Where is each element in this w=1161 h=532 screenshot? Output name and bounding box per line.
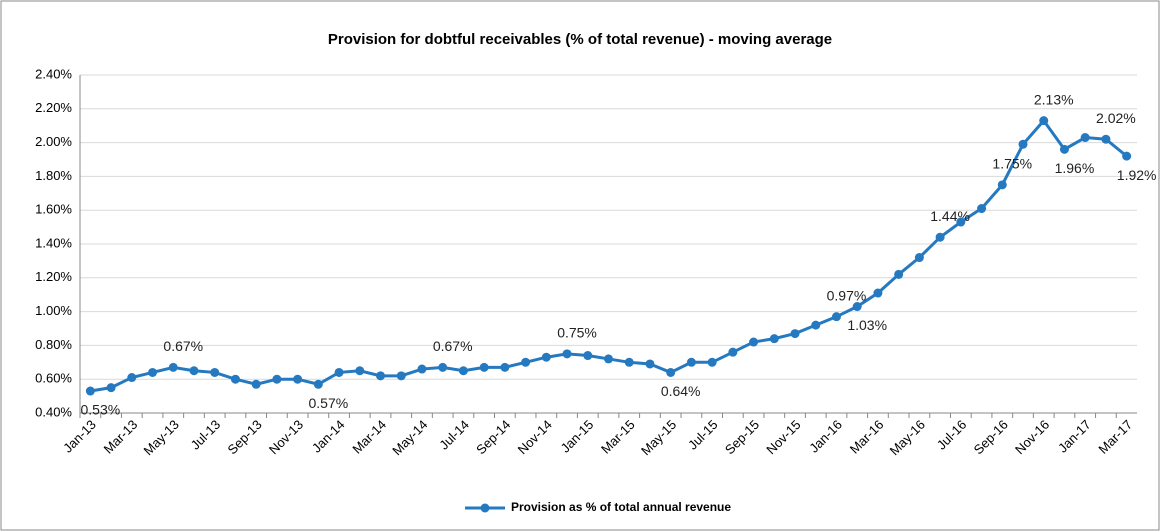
data-label: 0.64% <box>661 383 701 399</box>
point <box>1122 151 1132 161</box>
point <box>355 366 365 376</box>
point <box>168 362 178 372</box>
point <box>106 383 116 393</box>
data-label: 0.67% <box>433 338 473 354</box>
data-label: 1.75% <box>992 156 1032 172</box>
point <box>852 302 862 312</box>
point <box>811 320 821 330</box>
point <box>479 362 489 372</box>
data-label: 1.96% <box>1055 160 1095 176</box>
data-label: 0.97% <box>827 287 867 303</box>
point <box>210 367 220 377</box>
y-tick-label: 2.40% <box>35 66 72 81</box>
point <box>997 180 1007 190</box>
point <box>562 349 572 359</box>
point <box>728 347 738 357</box>
point <box>293 374 303 384</box>
point <box>541 352 551 362</box>
data-label: 0.57% <box>308 395 348 411</box>
point <box>189 366 199 376</box>
point <box>749 337 759 347</box>
point <box>686 357 696 367</box>
point <box>313 379 323 389</box>
legend-label: Provision as % of total annual revenue <box>511 500 731 514</box>
data-label: 0.53% <box>81 402 121 418</box>
point <box>521 357 531 367</box>
data-label: 0.67% <box>163 338 203 354</box>
point <box>230 374 240 384</box>
point <box>645 359 655 369</box>
y-tick-label: 0.40% <box>35 404 72 419</box>
chart-title: Provision for dobtful receivables (% of … <box>328 31 832 48</box>
point <box>1101 134 1111 144</box>
point <box>977 204 987 214</box>
data-label: 2.13% <box>1034 91 1074 107</box>
point <box>935 232 945 242</box>
y-tick-label: 2.20% <box>35 100 72 115</box>
y-tick-label: 0.80% <box>35 337 72 352</box>
y-tick-label: 1.20% <box>35 269 72 284</box>
point <box>769 334 779 344</box>
point <box>666 367 676 377</box>
point <box>334 367 344 377</box>
point <box>914 253 924 263</box>
point <box>1039 116 1049 126</box>
point <box>251 379 261 389</box>
point <box>1059 144 1069 154</box>
point <box>272 374 282 384</box>
point <box>458 366 468 376</box>
point <box>1080 133 1090 143</box>
y-tick-label: 1.60% <box>35 202 72 217</box>
y-tick-label: 2.00% <box>35 134 72 149</box>
point <box>831 312 841 322</box>
y-tick-label: 1.00% <box>35 303 72 318</box>
legend-marker <box>480 503 490 513</box>
point <box>790 329 800 339</box>
data-label: 1.03% <box>847 317 887 333</box>
point <box>438 362 448 372</box>
point <box>873 288 883 298</box>
y-tick-label: 1.40% <box>35 235 72 250</box>
point <box>396 371 406 381</box>
point <box>624 357 634 367</box>
data-label: 2.02% <box>1096 110 1136 126</box>
point <box>956 217 966 227</box>
point <box>417 364 427 374</box>
point <box>376 371 386 381</box>
data-label: 0.75% <box>557 325 597 341</box>
point <box>604 354 613 364</box>
point <box>707 357 717 367</box>
point <box>85 386 95 396</box>
y-tick-label: 1.80% <box>35 168 72 183</box>
data-label: 1.92% <box>1117 167 1157 183</box>
point <box>894 269 904 279</box>
point <box>500 362 510 372</box>
point <box>148 367 158 377</box>
point <box>583 351 593 361</box>
y-tick-label: 0.60% <box>35 371 72 386</box>
point <box>127 373 137 383</box>
point <box>1018 139 1028 149</box>
